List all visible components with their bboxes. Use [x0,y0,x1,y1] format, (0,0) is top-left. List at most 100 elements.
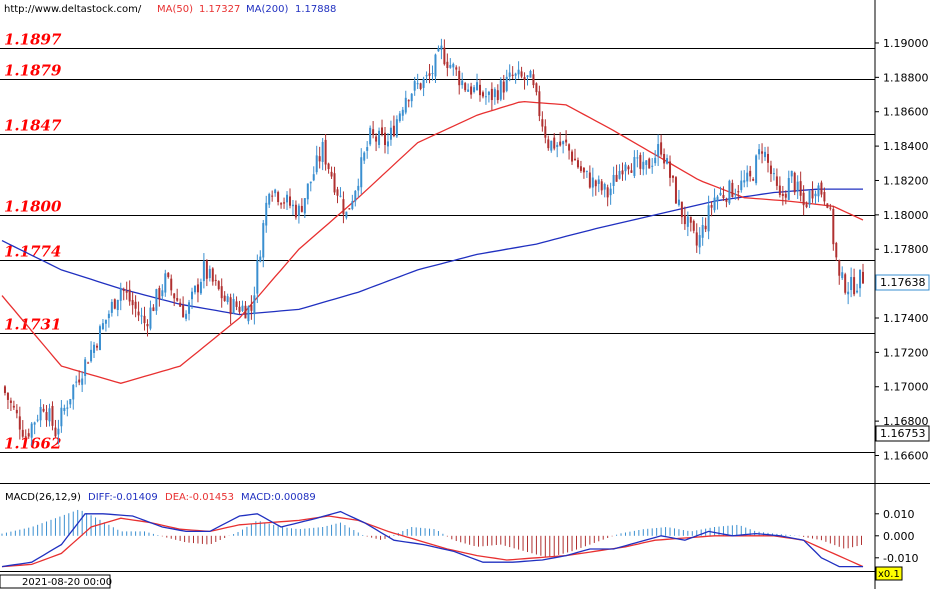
candle-bull [624,164,627,172]
candle-bear [692,220,695,231]
candle-bull [69,399,72,405]
candle-bear [419,83,422,89]
candle-bear [823,191,826,202]
candle-bull [728,180,731,204]
candle-bull [461,80,464,86]
candle-bull [33,422,36,425]
candle-bull [360,157,363,188]
candle-bull [550,140,553,151]
current-price-box [875,274,930,291]
candle-bear [152,307,155,311]
candle-bear [205,260,208,279]
ma50-label: MA(50) [157,4,193,15]
candle-bull [556,144,559,147]
candle-bear [15,409,18,414]
level-label: 1.1731 [4,316,61,334]
candle-bear [802,192,805,206]
candle-bear [277,192,280,202]
candle-bear [820,182,823,195]
candle-bear [511,74,514,76]
candle-bear [737,191,740,193]
candle-bear [775,176,778,186]
candle-bull [60,407,63,427]
candle-bear [96,345,99,348]
candle-bear [211,268,214,282]
candle-bull [291,204,294,207]
candle-bear [520,71,523,77]
candle-bear [710,205,713,208]
price-tick-label: 1.17000 [883,381,929,394]
candle-bull [473,87,476,93]
macd-panel [1,509,864,568]
price-tick-label: 1.18000 [883,209,929,222]
candle-bull [633,157,636,176]
candle-bear [455,67,458,70]
zoom-label[interactable]: x0.1 [878,569,900,580]
candle-bear [196,284,199,293]
support-resistance-levels: 1.1897 1.1879 1.1847 1.1800 1.1774 1.1731 1.16… [0,31,875,453]
candle-bear [579,166,582,171]
candle-bull [48,408,51,422]
candle-bear [146,324,149,327]
macd-dea: DEA:-0.01453 [165,492,234,503]
candle-bear [244,305,247,319]
candle-bull [698,235,701,248]
candle-bull [84,359,87,376]
candle-bull [787,178,790,200]
candle-bear [853,277,856,295]
candle-bull [268,193,271,205]
candle-bear [24,436,27,438]
candle-bear [122,288,125,291]
candle-bull [39,406,42,421]
candle-bull [734,194,737,196]
candle-bull [603,184,606,190]
level-label: 1.1879 [4,62,62,80]
candle-bear [9,400,12,403]
candle-bear [235,301,238,307]
candle-bear [496,90,499,101]
macd-diff: DIFF:-0.01409 [88,492,158,503]
candle-bear [288,196,291,206]
candle-bear [683,214,686,225]
macd-label: MACD(26,12,9) [5,492,81,503]
level-label: 1.1897 [4,31,62,49]
candle-bear [137,311,140,316]
candle-bear [381,127,384,135]
candle-bear [6,392,9,400]
candle-bear [695,232,698,246]
candle-bull [232,299,235,314]
candle-bull [740,180,743,191]
candle-bull [808,191,811,205]
candle-bull [701,224,704,238]
candle-bull [645,160,648,165]
candle-bull [591,177,594,188]
zoom-box[interactable] [875,566,903,581]
candle-bull [389,127,392,140]
candle-bear [565,139,568,143]
candle-bull [636,157,639,159]
candle-bull [191,291,194,300]
candle-bull [247,306,250,322]
candle-bear [722,195,725,199]
candle-bull [93,344,96,353]
ma200-label: MA(200) [246,4,288,15]
candle-bull [452,63,455,68]
candle-bear [324,139,327,165]
candle-bull [36,419,39,421]
candle-bull [817,185,820,197]
candle-bull [57,428,60,435]
candle-bull [398,113,401,121]
candle-bear [143,315,146,324]
candle-bear [131,300,134,306]
candle-bear [594,180,597,187]
candle-bull [119,288,122,301]
macd-tick-label: 0.000 [883,530,915,543]
candle-bear [375,136,378,142]
candle-bear [805,204,808,208]
candle-bull [378,130,381,145]
candle-bull [259,256,262,262]
candle-bull [713,197,716,211]
candle-bear [680,201,683,218]
